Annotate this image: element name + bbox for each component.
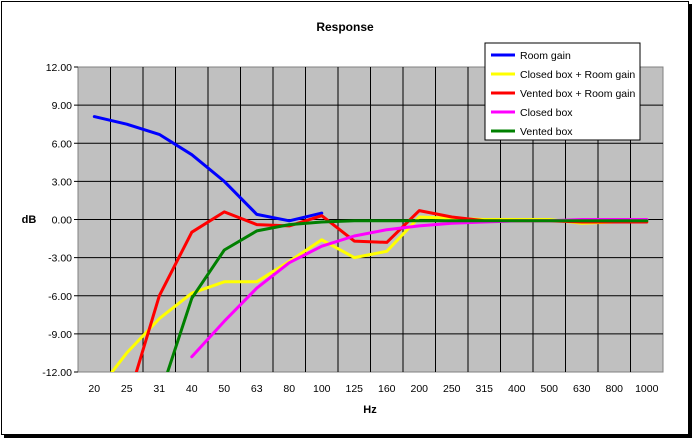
chart-frame: Response 12.00 9.00 6.00 3.00 0.00 -3.00 -6.00… — [1, 1, 689, 435]
x-tick-label: 500 — [540, 383, 558, 395]
y-axis-label: dB — [22, 214, 37, 226]
legend-label-closed-box-room-gain: Closed box + Room gain — [520, 69, 635, 81]
x-tick-label: 200 — [410, 383, 428, 395]
y-tick-label: -6.00 — [48, 291, 72, 303]
series-line-vented-box — [166, 219, 649, 372]
chart-title: Response — [316, 20, 374, 34]
legend: Room gain Closed box + Room gain Vented bo… — [484, 42, 641, 141]
x-tick-label: 250 — [443, 383, 461, 395]
series-line-room-gain — [92, 115, 324, 223]
x-axis-label: Hz — [363, 404, 377, 416]
x-tick-label: 20 — [88, 383, 100, 395]
legend-label-room-gain: Room gain — [520, 50, 571, 62]
x-tick-label: 315 — [475, 383, 493, 395]
y-tick-label: 9.00 — [52, 100, 73, 112]
response-chart: Response 12.00 9.00 6.00 3.00 0.00 -3.00 -6.00… — [22, 20, 664, 416]
x-tick-label: 630 — [573, 383, 591, 395]
y-tick-label: -12.00 — [42, 367, 72, 379]
x-tick-label: 31 — [153, 383, 165, 395]
y-tick-label: -9.00 — [48, 329, 72, 341]
x-tick-label: 63 — [251, 383, 263, 395]
legend-label-vented-box: Vented box — [520, 126, 573, 138]
x-tick-label: 80 — [283, 383, 295, 395]
x-tick-label: 40 — [186, 383, 198, 395]
series-lines — [92, 115, 649, 372]
legend-label-vented-box-room-gain: Vented box + Room gain — [520, 88, 635, 100]
x-tick-label: 1000 — [635, 383, 659, 395]
x-tick-label: 160 — [378, 383, 396, 395]
y-tick-label: -3.00 — [48, 253, 72, 265]
x-tick-label: 25 — [121, 383, 133, 395]
x-tick-label: 400 — [508, 383, 526, 395]
x-tick-label: 125 — [345, 383, 363, 395]
x-axis-ticks: 20 25 31 40 50 63 80 100 125 160 200 250 315 400 500 63… — [88, 383, 658, 395]
legend-label-closed-box: Closed box — [520, 107, 573, 119]
x-tick-label: 100 — [313, 383, 331, 395]
x-tick-label: 800 — [605, 383, 623, 395]
y-tick-label: 0.00 — [52, 215, 73, 227]
y-tick-label: 3.00 — [52, 176, 73, 188]
y-axis-ticks: 12.00 9.00 6.00 3.00 0.00 -3.00 -6.00 -9.00 -12.… — [42, 62, 78, 379]
y-tick-label: 12.00 — [46, 62, 72, 74]
x-tick-label: 50 — [218, 383, 230, 395]
y-tick-label: 6.00 — [52, 138, 73, 150]
